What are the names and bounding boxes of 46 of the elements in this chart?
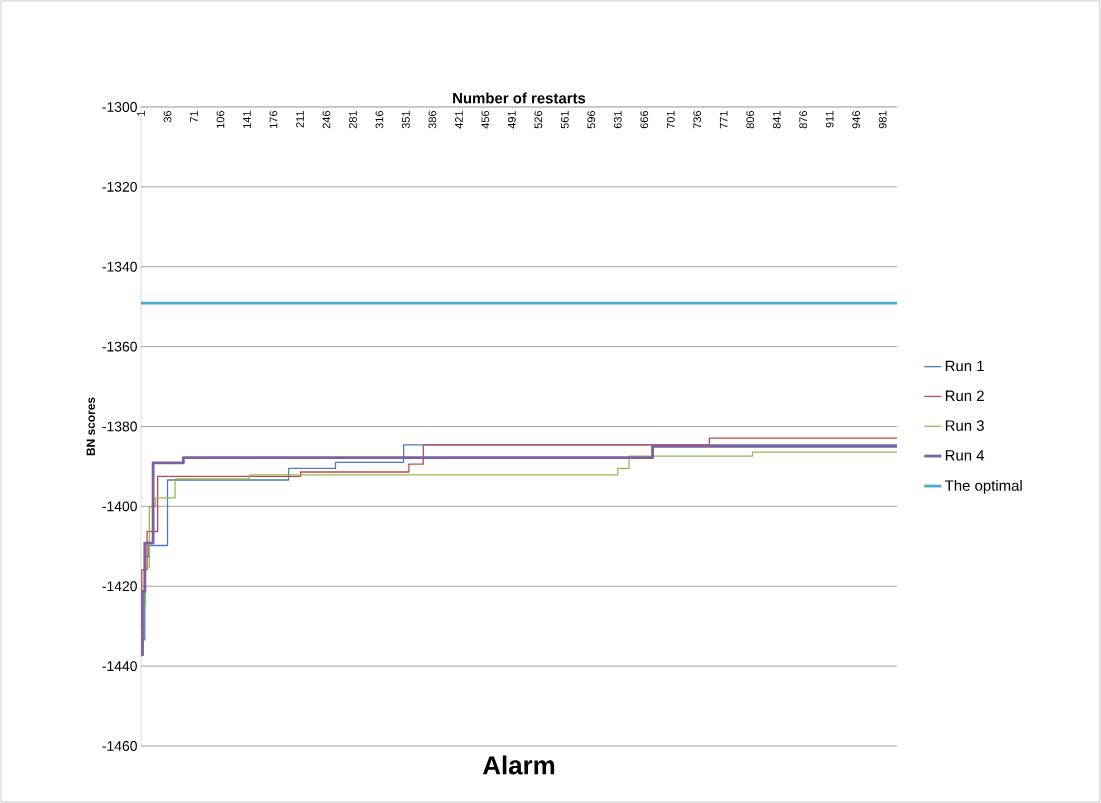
x-tick-label: 421 (455, 111, 463, 129)
y-tick-label: -1360 (102, 341, 137, 352)
x-tick-label: 71 (190, 111, 198, 123)
x-tick-label: 1 (137, 111, 145, 116)
x-tick-label: 561 (560, 111, 569, 129)
x-tick-label: 281 (349, 111, 357, 129)
x-tick-label: 141 (243, 111, 251, 128)
x-tick-label: 911 (825, 111, 834, 128)
x-tick-label: 351 (402, 111, 410, 129)
y-axis-title: BN scores (86, 397, 95, 456)
x-tick-label: 946 (852, 110, 861, 129)
x-tick-label: 316 (375, 110, 384, 129)
x-tick-label: 106 (216, 110, 225, 128)
x-tick-label: 491 (507, 111, 516, 129)
x-tick-label: 736 (693, 110, 702, 129)
legend-label: The optimal (945, 479, 1022, 494)
legend-label: Run 1 (945, 360, 984, 372)
x-tick-label: 36 (163, 110, 172, 123)
x-axis-title: Number of restarts (453, 92, 586, 104)
y-tick-label: -1440 (102, 661, 137, 672)
text: Alarm (482, 755, 555, 775)
x-tick-label: 771 (719, 111, 728, 129)
x-tick-label: 211 (296, 111, 304, 128)
x-tick-label: 246 (322, 110, 331, 129)
x-tick-label: 631 (613, 111, 622, 129)
x-tick-label: 456 (481, 110, 490, 129)
x-tick-label: 386 (428, 110, 437, 129)
y-tick-label: -1300 (102, 102, 137, 112)
x-tick-label: 841 (772, 111, 781, 129)
y-tick-label: -1320 (102, 181, 137, 192)
y-tick-label: -1420 (102, 581, 137, 592)
y-tick-label: -1340 (102, 261, 137, 272)
x-tick-label: 806 (746, 110, 755, 129)
y-tick-label: -1460 (102, 741, 137, 751)
y-tick-label: -1400 (102, 501, 137, 512)
x-tick-label: 981 (878, 111, 887, 129)
x-tick-label: 876 (799, 110, 808, 129)
x-tick-label: 176 (269, 110, 278, 128)
x-tick-label: 701 (666, 111, 675, 129)
legend-label: Run 3 (945, 420, 984, 431)
x-tick-label: 526 (534, 110, 543, 129)
legend-label: Run 4 (945, 450, 985, 461)
legend-label: Run 2 (945, 390, 984, 402)
x-tick-label: 596 (587, 110, 596, 129)
x-tick-label: 666 (640, 110, 649, 129)
y-tick-label: -1380 (102, 421, 137, 432)
